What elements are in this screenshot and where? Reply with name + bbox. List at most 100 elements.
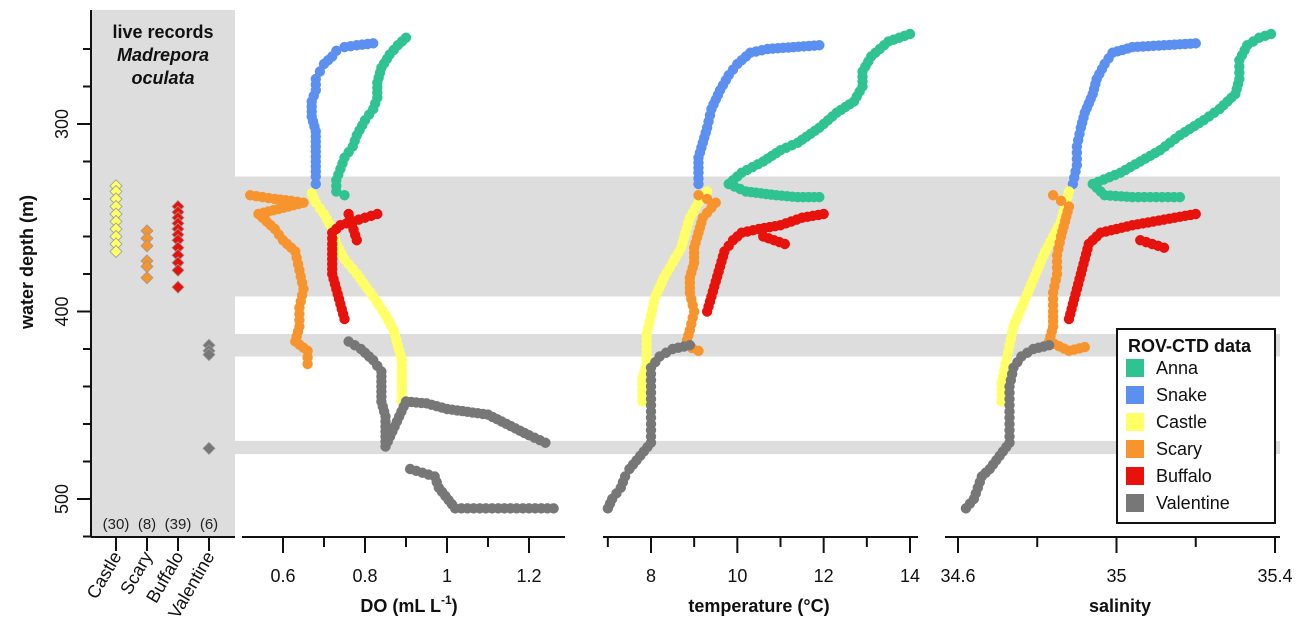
live-record-marker (109, 244, 123, 259)
data-point (1063, 313, 1075, 325)
legend-swatch (1126, 467, 1144, 485)
data-point (548, 503, 559, 514)
x-tick-label-do: 0.6 (270, 566, 295, 586)
series-castle (996, 186, 1075, 407)
do-label-end: ) (452, 596, 458, 616)
data-point (302, 358, 313, 370)
data-point (310, 178, 321, 190)
legend-label: Valentine (1156, 493, 1230, 513)
legend-swatch (1126, 386, 1144, 404)
data-point (779, 238, 791, 250)
x-tick-label-temp: 8 (646, 566, 656, 586)
live-record-count: (30) (103, 516, 130, 533)
data-point (339, 41, 350, 53)
live-record-marker (171, 263, 185, 277)
data-point (339, 190, 350, 201)
series-valentine (602, 340, 696, 514)
legend-swatch (1126, 359, 1144, 377)
data-point (602, 503, 614, 514)
series-buffalo (1063, 208, 1201, 325)
data-point (1158, 242, 1170, 253)
do-label-superscript: -1 (441, 593, 452, 607)
legend: ROV-CTD data Anna Snake Castle Scary Buffalo… (1116, 328, 1276, 524)
y-tick-label: 300 (52, 109, 72, 139)
profile-panels (245, 28, 1277, 514)
live-site-label: Castle (83, 548, 126, 602)
series-snake (693, 40, 825, 190)
live-records-species-genus: Madrepora (117, 45, 209, 65)
live-record-marker (202, 441, 216, 455)
live-record-marker (202, 348, 216, 362)
data-point (351, 235, 362, 246)
data-point (1047, 190, 1059, 201)
data-point (701, 193, 713, 205)
legend-swatch (1126, 494, 1144, 512)
data-point (960, 503, 972, 514)
legend-label: Buffalo (1156, 466, 1212, 486)
depth-band (91, 440, 1280, 454)
x-tick-label-temp: 12 (814, 566, 834, 586)
live-record-marker (140, 239, 154, 253)
live-records-panel-background (91, 10, 235, 537)
legend-title: ROV-CTD data (1128, 336, 1252, 356)
data-point (637, 396, 648, 407)
series-valentine (960, 340, 1055, 514)
x-tick-label-sal: 35 (1106, 566, 1126, 586)
series-valentine (343, 336, 559, 514)
live-record-count: (8) (138, 516, 156, 533)
legend-entries: Anna Snake Castle Scary Buffalo Valentine (1126, 358, 1230, 513)
y-tick-label: 400 (52, 296, 72, 326)
data-point (1079, 341, 1091, 353)
x-tick-label-do: 1.2 (516, 566, 541, 586)
legend-label: Snake (1156, 385, 1207, 405)
series-buffalo (327, 208, 383, 325)
live-records-species-epithet: oculata (131, 68, 194, 88)
panel-temp (602, 28, 916, 514)
series-snake (1067, 38, 1201, 190)
x-axis-label-temperature: temperature (°C) (688, 596, 829, 616)
legend-swatch (1126, 413, 1144, 431)
y-axis: 300 400 500 (52, 10, 92, 538)
x-tick-label-do: 1 (442, 566, 452, 586)
data-point (814, 191, 825, 203)
x-tick-label-sal: 34.6 (940, 566, 975, 586)
series-castle (306, 188, 408, 407)
data-point (540, 437, 551, 448)
do-label-main: DO (mL L (360, 596, 441, 616)
series-scary (680, 190, 721, 357)
live-record-marker (140, 271, 154, 285)
series-anna (723, 28, 916, 203)
data-point (1055, 195, 1067, 207)
live-record-count: (39) (165, 516, 192, 533)
x-tick-label-temp: 14 (900, 566, 920, 586)
x-tick-label-sal: 35.4 (1257, 566, 1292, 586)
live-record-marker (171, 280, 185, 294)
legend-swatch (1126, 440, 1144, 458)
x-axis-label-salinity: salinity (1089, 596, 1151, 616)
legend-label: Castle (1156, 412, 1207, 432)
live-records-markers: (30) (8) (39) (6) (103, 179, 218, 533)
data-point (1174, 191, 1186, 203)
data-point (331, 186, 342, 197)
series-scary (245, 190, 313, 370)
data-point (693, 178, 704, 190)
live-record-count: (6) (200, 516, 218, 533)
data-point (996, 396, 1007, 407)
y-tick-label: 500 (52, 484, 72, 514)
data-point (693, 190, 704, 201)
data-point (310, 171, 321, 182)
series-scary (1043, 190, 1091, 357)
x-tick-label-temp: 10 (727, 566, 747, 586)
series-buffalo (701, 208, 829, 317)
legend-label: Anna (1156, 358, 1199, 378)
data-point (339, 313, 350, 325)
panel-sal (960, 28, 1277, 514)
series-anna (1087, 28, 1277, 203)
legend-label: Scary (1156, 439, 1202, 459)
panel-do (245, 32, 559, 514)
data-point (693, 345, 704, 357)
series-anna (331, 32, 412, 201)
series-snake (306, 38, 379, 190)
y-axis-label: water depth (m) (17, 195, 37, 330)
